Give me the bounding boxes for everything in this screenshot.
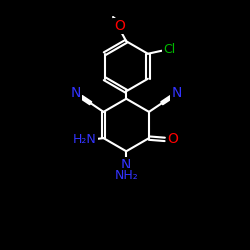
Text: Cl: Cl xyxy=(163,43,175,56)
Text: O: O xyxy=(114,19,125,33)
Text: N: N xyxy=(121,158,132,172)
Text: H₂N: H₂N xyxy=(73,133,97,146)
Text: NH₂: NH₂ xyxy=(114,169,138,182)
Text: O: O xyxy=(167,132,178,146)
Text: N: N xyxy=(71,86,81,100)
Text: N: N xyxy=(171,86,182,100)
